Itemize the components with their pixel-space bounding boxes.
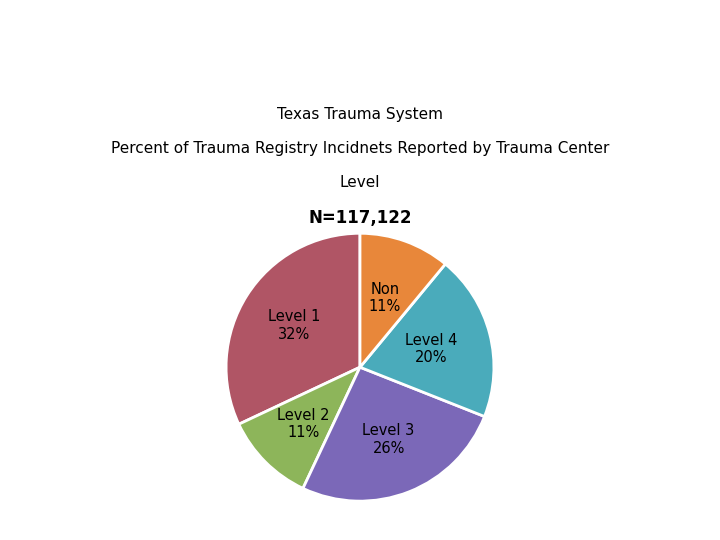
Text: Non
11%: Non 11% (369, 282, 401, 314)
Wedge shape (360, 264, 494, 416)
Text: Texas Trauma System: Texas Trauma System (277, 107, 443, 122)
Polygon shape (0, 7, 339, 75)
Text: Percent of Trauma Registry Incidnets Reported by Trauma Center: Percent of Trauma Registry Incidnets Rep… (111, 141, 609, 156)
Text: Level: Level (340, 175, 380, 190)
Wedge shape (360, 233, 446, 367)
Wedge shape (239, 367, 360, 488)
Text: Level 1
32%: Level 1 32% (269, 309, 320, 342)
Text: Trauma Incidents by Percent by Trauma Center Level: Trauma Incidents by Percent by Trauma Ce… (115, 31, 720, 55)
Wedge shape (226, 233, 360, 424)
Text: N=117,122: N=117,122 (308, 208, 412, 227)
Wedge shape (303, 367, 485, 501)
Text: Level 2
11%: Level 2 11% (277, 408, 330, 440)
Text: Level 3
26%: Level 3 26% (362, 423, 415, 456)
Text: Level 4
20%: Level 4 20% (405, 333, 457, 365)
